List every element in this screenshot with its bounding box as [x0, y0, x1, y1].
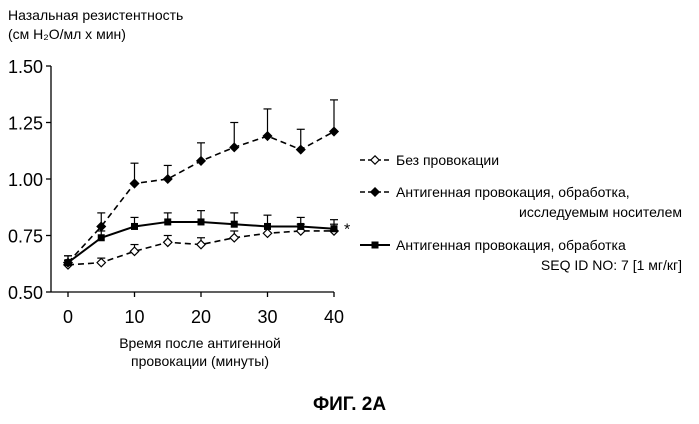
data-point-s2 [198, 218, 205, 225]
y-tick-label: 0.50 [8, 283, 43, 303]
data-point-s0 [97, 258, 105, 266]
legend-label-2: SEQ ID NO: 7 [1 мг/кг] [541, 257, 682, 273]
x-tick-label: 0 [63, 307, 73, 327]
data-point-s2 [131, 223, 138, 230]
data-point-s0 [164, 238, 172, 246]
x-tick-label: 40 [324, 307, 344, 327]
x-tick-label: 20 [191, 307, 211, 327]
data-point-s2 [98, 234, 105, 241]
data-point-s1 [197, 157, 205, 165]
data-point-s2 [264, 223, 271, 230]
legend-label-2: Антигенная провокация, обработка [396, 237, 626, 253]
significance-annotation: * [344, 222, 350, 239]
legend-marker-2 [372, 242, 379, 249]
data-point-s2 [164, 218, 171, 225]
data-point-s1 [164, 175, 172, 183]
data-point-s2 [65, 259, 72, 266]
y-tick-label: 1.25 [8, 114, 43, 134]
y-tick-label: 1.50 [8, 57, 43, 77]
x-tick-label: 10 [124, 307, 144, 327]
data-point-s1 [297, 145, 305, 153]
x-axis-title-line1: Время после антигенной [119, 335, 281, 351]
data-point-s2 [297, 223, 304, 230]
data-point-s2 [231, 221, 238, 228]
legend-marker-0 [371, 156, 379, 164]
data-point-s2 [331, 225, 338, 232]
y-tick-label: 0.75 [8, 227, 43, 247]
x-axis-title-line2: провокации (минуты) [131, 353, 269, 369]
legend-label-1: исследуемым носителем [519, 204, 682, 220]
x-tick-label: 30 [257, 307, 277, 327]
figure-caption: ФИГ. 2А [0, 394, 699, 416]
data-point-s1 [130, 179, 138, 187]
legend-label-1: Антигенная провокация, обработка, [396, 184, 630, 200]
data-point-s1 [230, 143, 238, 151]
data-point-s1 [330, 127, 338, 135]
legend-label-0: Без провокации [396, 152, 499, 168]
data-point-s0 [197, 240, 205, 248]
legend-marker-1 [371, 188, 379, 196]
data-point-s0 [130, 247, 138, 255]
data-point-s1 [263, 132, 271, 140]
data-point-s0 [263, 229, 271, 237]
data-point-s0 [230, 234, 238, 242]
y-tick-label: 1.00 [8, 170, 43, 190]
